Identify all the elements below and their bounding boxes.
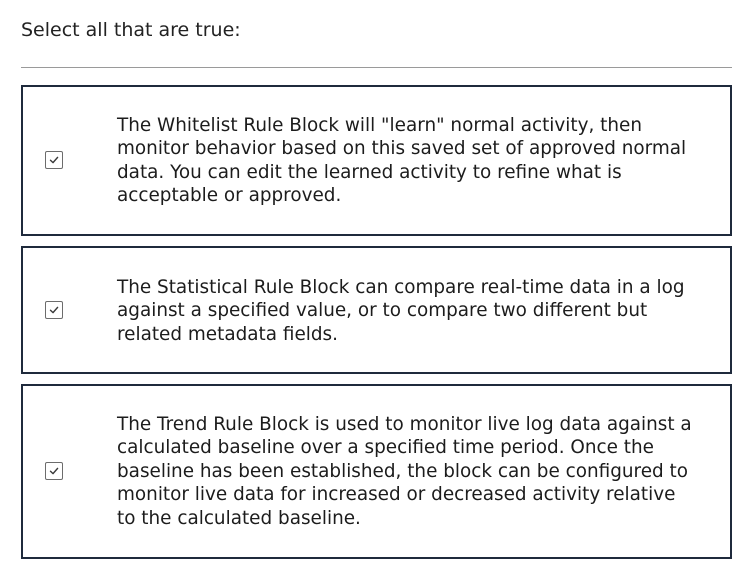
option-text: The Statistical Rule Block can compare r… — [117, 277, 685, 345]
answer-option-trend[interactable]: The Trend Rule Block is used to monitor … — [21, 384, 732, 559]
answer-option-statistical[interactable]: The Statistical Rule Block can compare r… — [21, 246, 732, 374]
option-checkbox[interactable] — [45, 301, 63, 319]
checkmark-icon — [49, 156, 59, 164]
answer-option-whitelist[interactable]: The Whitelist Rule Block will "learn" no… — [21, 85, 732, 236]
option-checkbox[interactable] — [45, 462, 63, 480]
option-checkbox[interactable] — [45, 151, 63, 169]
question-prompt: Select all that are true: — [21, 19, 241, 41]
divider — [21, 67, 732, 68]
option-text: The Trend Rule Block is used to monitor … — [117, 414, 692, 529]
checkmark-icon — [49, 306, 59, 314]
option-text: The Whitelist Rule Block will "learn" no… — [117, 115, 687, 207]
checkmark-icon — [49, 467, 59, 475]
